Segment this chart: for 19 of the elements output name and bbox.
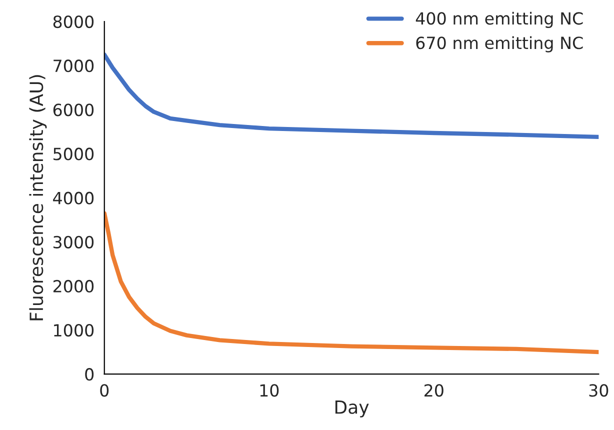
y-tick-label: 1000 bbox=[54, 324, 94, 337]
x-tick-label: 20 bbox=[424, 384, 444, 397]
y-tick-label: 2000 bbox=[53, 280, 94, 293]
legend-label: 400 nm emitting NC bbox=[416, 12, 583, 28]
legend-label: 670 nm emitting NC bbox=[416, 36, 583, 52]
y-tick-label: 8000 bbox=[53, 15, 94, 28]
line-series bbox=[104, 52, 599, 140]
y-tick-label: 6000 bbox=[53, 104, 94, 116]
y-tick-label: 3000 bbox=[54, 236, 94, 248]
x-tick-label: 10 bbox=[260, 384, 279, 397]
y-tick-label: 7000 bbox=[54, 60, 94, 72]
y-tick-label: 0 bbox=[85, 368, 94, 381]
line-series bbox=[104, 211, 599, 354]
y-axis-title: Fluorescence intensity (AU) bbox=[29, 75, 47, 320]
y-tick-label: 5000 bbox=[54, 148, 94, 160]
x-tick-label: 0 bbox=[100, 384, 109, 397]
x-axis-title: Day bbox=[335, 400, 369, 418]
x-tick-label: 30 bbox=[589, 384, 608, 397]
y-tick-label: 4000 bbox=[53, 192, 94, 204]
